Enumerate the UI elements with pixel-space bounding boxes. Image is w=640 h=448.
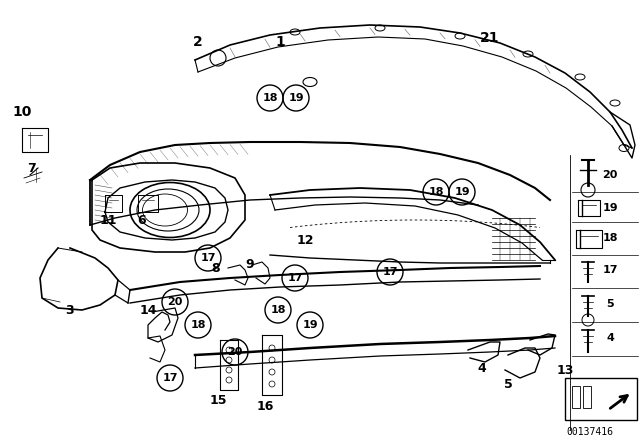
Bar [583,386,591,408]
Text: 19: 19 [454,187,470,197]
Text: 4: 4 [477,362,486,375]
Text: 16: 16 [256,400,274,413]
Text: 18: 18 [270,305,285,315]
Text: 5: 5 [504,379,513,392]
Text: 4: 4 [606,333,614,343]
Text: 00137416: 00137416 [566,427,614,437]
Text: 3: 3 [66,303,74,316]
Text: 7: 7 [28,161,36,175]
Text: 20: 20 [602,170,618,180]
Text: 15: 15 [209,393,227,406]
Text: 19: 19 [602,203,618,213]
Text: 10: 10 [12,105,32,119]
Text: 1: 1 [275,35,285,49]
Text: 20: 20 [167,297,182,307]
Text: 17: 17 [163,373,178,383]
Text: 18: 18 [428,187,444,197]
Text: 18: 18 [602,233,618,243]
Bar [565,378,637,420]
Text: 20: 20 [227,347,243,357]
Text: 17: 17 [200,253,216,263]
Text: 5: 5 [606,299,614,309]
Text: 14: 14 [140,303,157,316]
Text: 13: 13 [556,363,573,376]
Text: 2: 2 [193,35,203,49]
Bar [572,386,580,408]
Text: 11: 11 [99,214,116,227]
Text: 9: 9 [246,258,254,271]
Text: 17: 17 [382,267,397,277]
Text: 8: 8 [212,262,220,275]
Text: 6: 6 [138,214,147,227]
Text: 17: 17 [602,265,618,275]
Text: 17: 17 [287,273,303,283]
Text: 19: 19 [288,93,304,103]
Text: 19: 19 [302,320,318,330]
Text: 21: 21 [480,31,500,45]
Text: 12: 12 [296,233,314,246]
Text: 18: 18 [190,320,205,330]
Text: 18: 18 [262,93,278,103]
